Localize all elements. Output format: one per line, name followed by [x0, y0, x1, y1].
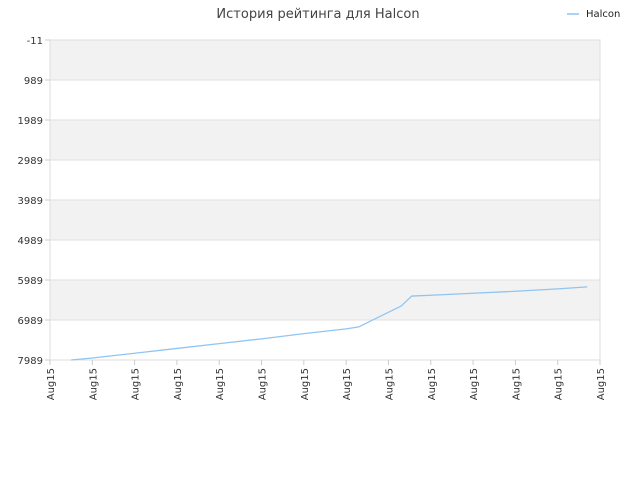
y-tick-label: 4989: [18, 236, 43, 247]
x-tick-label: Aug15: [46, 368, 57, 400]
x-tick-label: Aug15: [384, 368, 395, 400]
y-tick-label: 5989: [18, 276, 43, 287]
x-tick-label: Aug15: [215, 368, 226, 400]
y-axis: -11 989 1989 2989 3989 4989 5989 6989 7989: [18, 36, 50, 367]
y-tick-label: 989: [24, 76, 43, 87]
y-tick-label: 1989: [18, 116, 43, 127]
x-tick-label: Aug15: [427, 368, 438, 400]
x-tick-label: Aug15: [258, 368, 269, 400]
plot-band: [50, 120, 600, 160]
series-line-halcon[interactable]: [71, 286, 588, 361]
plot-band: [50, 280, 600, 320]
y-tick-label: -11: [27, 36, 43, 47]
x-tick-label: Aug15: [511, 368, 522, 400]
y-tick-label: 3989: [18, 196, 43, 207]
legend[interactable]: Halcon: [567, 9, 620, 20]
plot-background-bands: [50, 40, 600, 320]
x-tick-label: Aug15: [88, 368, 99, 400]
x-axis: Aug15 Aug15 Aug15 Aug15 Aug15 Aug15 Aug15 Aug15…: [46, 360, 607, 400]
y-tick-label: 2989: [18, 156, 43, 167]
chart-title: История рейтинга для Halcon: [216, 7, 419, 22]
series-layer: [71, 286, 588, 361]
x-tick-label: Aug15: [469, 368, 480, 400]
x-tick-label: Aug15: [596, 368, 607, 400]
x-tick-label: Aug15: [131, 368, 142, 400]
y-tick-label: 6989: [18, 316, 43, 327]
x-tick-label: Aug15: [342, 368, 353, 400]
legend-label-halcon: Halcon: [586, 9, 620, 20]
x-tick-label: Aug15: [300, 368, 311, 400]
plot-band: [50, 40, 600, 80]
y-tick-label: 7989: [18, 356, 43, 367]
x-tick-label: Aug15: [173, 368, 184, 400]
plot-band: [50, 200, 600, 240]
x-tick-label: Aug15: [554, 368, 565, 400]
